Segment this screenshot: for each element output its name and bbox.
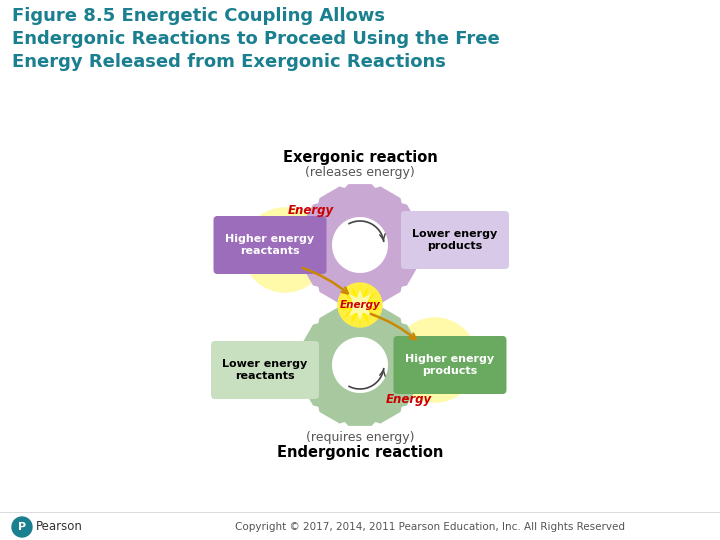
Text: Pearson: Pearson (36, 521, 83, 534)
FancyBboxPatch shape (214, 216, 326, 274)
Text: Lower energy
products: Lower energy products (413, 229, 498, 251)
Text: Endergonic reaction: Endergonic reaction (276, 445, 444, 460)
FancyBboxPatch shape (394, 336, 506, 394)
Polygon shape (332, 217, 388, 273)
Text: Energy: Energy (386, 393, 432, 406)
Text: P: P (18, 522, 26, 532)
Circle shape (243, 208, 327, 292)
FancyBboxPatch shape (211, 341, 319, 399)
Text: (requires energy): (requires energy) (306, 431, 414, 444)
Text: Figure 8.5 Energetic Coupling Allows
Endergonic Reactions to Proceed Using the F: Figure 8.5 Energetic Coupling Allows End… (12, 7, 500, 71)
Polygon shape (344, 289, 376, 321)
Text: Energy: Energy (340, 300, 380, 310)
Polygon shape (332, 337, 388, 393)
Text: Lower energy
reactants: Lower energy reactants (222, 359, 307, 381)
Polygon shape (299, 184, 421, 306)
Text: Exergonic reaction: Exergonic reaction (283, 150, 437, 165)
Circle shape (393, 318, 477, 402)
Text: Copyright © 2017, 2014, 2011 Pearson Education, Inc. All Rights Reserved: Copyright © 2017, 2014, 2011 Pearson Edu… (235, 522, 625, 532)
Text: (releases energy): (releases energy) (305, 166, 415, 179)
Text: Higher energy
reactants: Higher energy reactants (225, 234, 315, 256)
Text: Higher energy
products: Higher energy products (405, 354, 495, 376)
Polygon shape (299, 304, 421, 426)
Polygon shape (338, 283, 382, 327)
Circle shape (338, 283, 382, 327)
Text: Energy: Energy (288, 204, 334, 217)
Circle shape (12, 517, 32, 537)
FancyBboxPatch shape (401, 211, 509, 269)
